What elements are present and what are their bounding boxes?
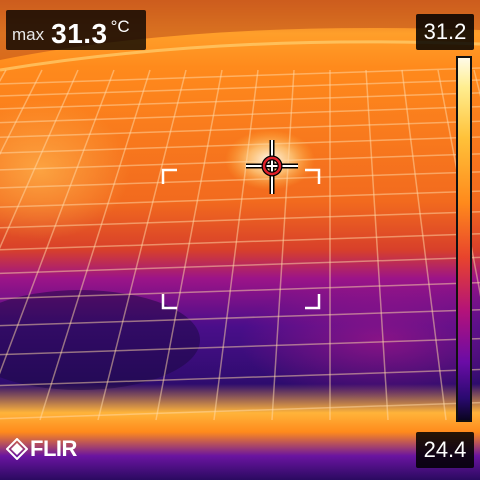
temperature-scale-bar [456,56,472,422]
temperature-unit: °C [110,17,130,36]
flir-logo: FLIR [6,436,77,462]
scale-max-label: 31.2 [416,14,474,50]
max-value: 31.3 [51,18,108,49]
max-label: max [12,25,45,44]
scale-min-label: 24.4 [416,432,474,468]
brand-name: FLIR [30,436,77,461]
flir-logo-icon [6,438,28,460]
max-temperature-readout: max 31.3 °C [6,10,146,50]
